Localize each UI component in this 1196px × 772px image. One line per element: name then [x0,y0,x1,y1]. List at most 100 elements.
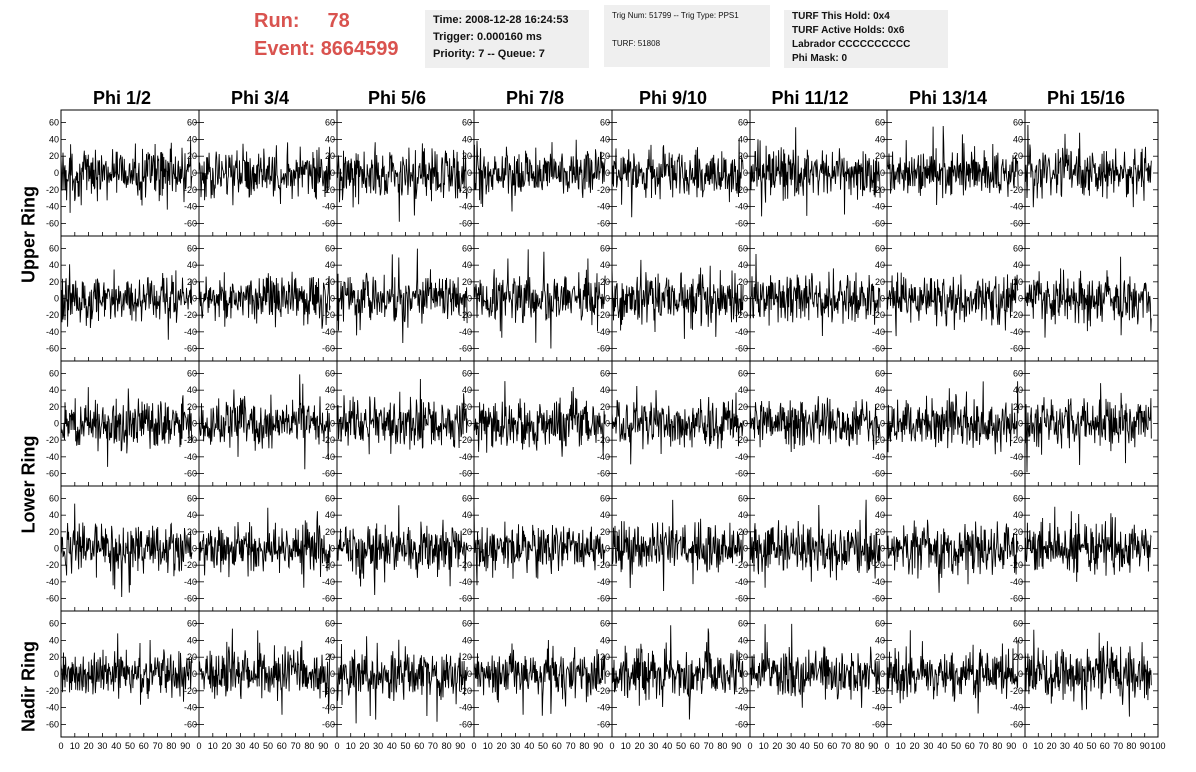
x-tick-label: 0 [334,741,339,751]
y-tick-label: -60 [872,469,885,479]
y-tick-label: 60 [187,369,197,379]
waveform-trace [473,381,606,457]
x-tick-label: 0 [471,741,476,751]
y-tick-label: 0 [1018,669,1023,679]
y-tick-label: -60 [46,469,59,479]
x-tick-label: 60 [552,741,562,751]
y-tick-label: 0 [743,544,748,554]
y-tick-label: -40 [459,703,472,713]
y-tick-label: -20 [735,185,748,195]
waveform-panel: 60 40 20 0 -20 -40 -60 [872,235,1026,362]
y-tick-label: 40 [187,510,197,520]
y-tick-label: -60 [322,218,335,228]
y-tick-label: 20 [738,402,748,412]
y-tick-label: 20 [875,151,885,161]
x-tick-label: 20 [635,741,645,751]
x-tick-label: 50 [813,741,823,751]
y-tick-label: -60 [459,469,472,479]
y-tick-label: -20 [184,435,197,445]
column-header-phi-1-2: Phi 1/2 [92,88,152,108]
x-tick-label: 0 [747,741,752,751]
y-tick-label: 40 [462,260,472,270]
waveform-trace [473,249,606,349]
event-line: Event: 8664599 [254,38,399,61]
waveform-trace [1024,124,1152,208]
x-tick-label: 10 [1033,741,1043,751]
waveform-panel: 60 40 20 0 -20 -40 -60 [872,360,1026,487]
y-tick-label: 60 [875,494,885,504]
x-tick-label: 0 [1022,741,1027,751]
y-tick-label: 40 [600,510,610,520]
x-tick-label: 50 [400,741,410,751]
y-tick-label: -20 [184,686,197,696]
y-tick-label: 0 [605,419,610,429]
y-tick-label: -60 [184,344,197,354]
y-tick-label: 0 [743,168,748,178]
turf-info-box: TURF This Hold: 0x4 TURF Active Holds: 0… [784,10,948,68]
x-tick-label: 40 [524,741,534,751]
turf-active-holds-line: TURF Active Holds: 0x6 [792,25,905,36]
y-tick-label: -40 [872,452,885,462]
waveform-panel: 60 40 20 0 -20 -40 -60 [597,610,751,738]
y-tick-label: 60 [325,244,335,254]
y-tick-label: -60 [459,594,472,604]
y-tick-label: 40 [325,260,335,270]
waveform-trace [611,138,744,218]
y-tick-label: -20 [322,185,335,195]
y-tick-label: 0 [1018,168,1023,178]
x-tick-label: 70 [566,741,576,751]
y-tick-label: -60 [1010,218,1023,228]
x-tick-label: 30 [786,741,796,751]
y-tick-label: -40 [872,327,885,337]
waveform-trace [611,499,744,592]
y-tick-label: -60 [872,218,885,228]
time-line: Time: 2008-12-28 16:24:53 [433,14,569,26]
y-tick-label: 0 [54,669,59,679]
time-info-box: Time: 2008-12-28 16:24:53 Trigger: 0.000… [425,10,589,68]
y-tick-label: 40 [738,385,748,395]
y-tick-label: -20 [46,435,59,445]
x-tick-label: 10 [70,741,80,751]
y-tick-label: 0 [605,168,610,178]
event-value: 8664599 [320,38,399,60]
y-tick-label: 40 [738,635,748,645]
waveform-panel: 60 40 20 0 -20 -40 -60 [322,109,475,237]
y-tick-label: 60 [1013,494,1023,504]
y-tick-label: 40 [1013,260,1023,270]
y-tick-label: -60 [1010,594,1023,604]
y-tick-label: 20 [187,151,197,161]
y-tick-label: 20 [738,527,748,537]
waveform-panel: 60 40 20 0 -20 -40 -60 [872,485,1026,612]
y-tick-label: 20 [600,151,610,161]
y-tick-label: -60 [1010,344,1023,354]
y-tick-label: 60 [462,494,472,504]
waveform-trace [886,125,1019,206]
x-tick-label: 20 [222,741,232,751]
y-tick-label: 20 [738,277,748,287]
y-tick-label: -60 [1010,719,1023,729]
x-tick-label: 0 [58,741,63,751]
y-tick-label: 20 [325,652,335,662]
y-tick-label: 40 [600,385,610,395]
y-tick-label: -40 [46,703,59,713]
y-tick-label: 60 [875,244,885,254]
waveform-panel: 60 40 20 0 -20 -40 -60 [597,109,751,237]
column-header-phi-11-12: Phi 11/12 [771,88,849,108]
y-tick-label: 60 [600,244,610,254]
waveform-panel: 60 40 20 0 -20 -40 -60 [459,109,613,237]
x-tick-label: 60 [965,741,975,751]
y-tick-label: 40 [462,510,472,520]
waveform-panel: 60 40 20 0 -20 -40 -60 [1010,235,1159,362]
trigger-line: Trigger: 0.000160 ms [433,31,542,43]
y-tick-label: 60 [325,494,335,504]
y-tick-label: 40 [187,260,197,270]
y-tick-label: 20 [600,277,610,287]
x-tick-label: 50 [1086,741,1096,751]
waveform-trace [886,381,1019,455]
column-header-phi-15-16: Phi 15/16 [1046,88,1126,108]
y-tick-label: 0 [192,669,197,679]
y-tick-label: -20 [46,310,59,320]
column-header-phi-9-10: Phi 9/10 [638,88,708,108]
y-tick-label: -60 [322,344,335,354]
waveform-trace [336,636,468,724]
